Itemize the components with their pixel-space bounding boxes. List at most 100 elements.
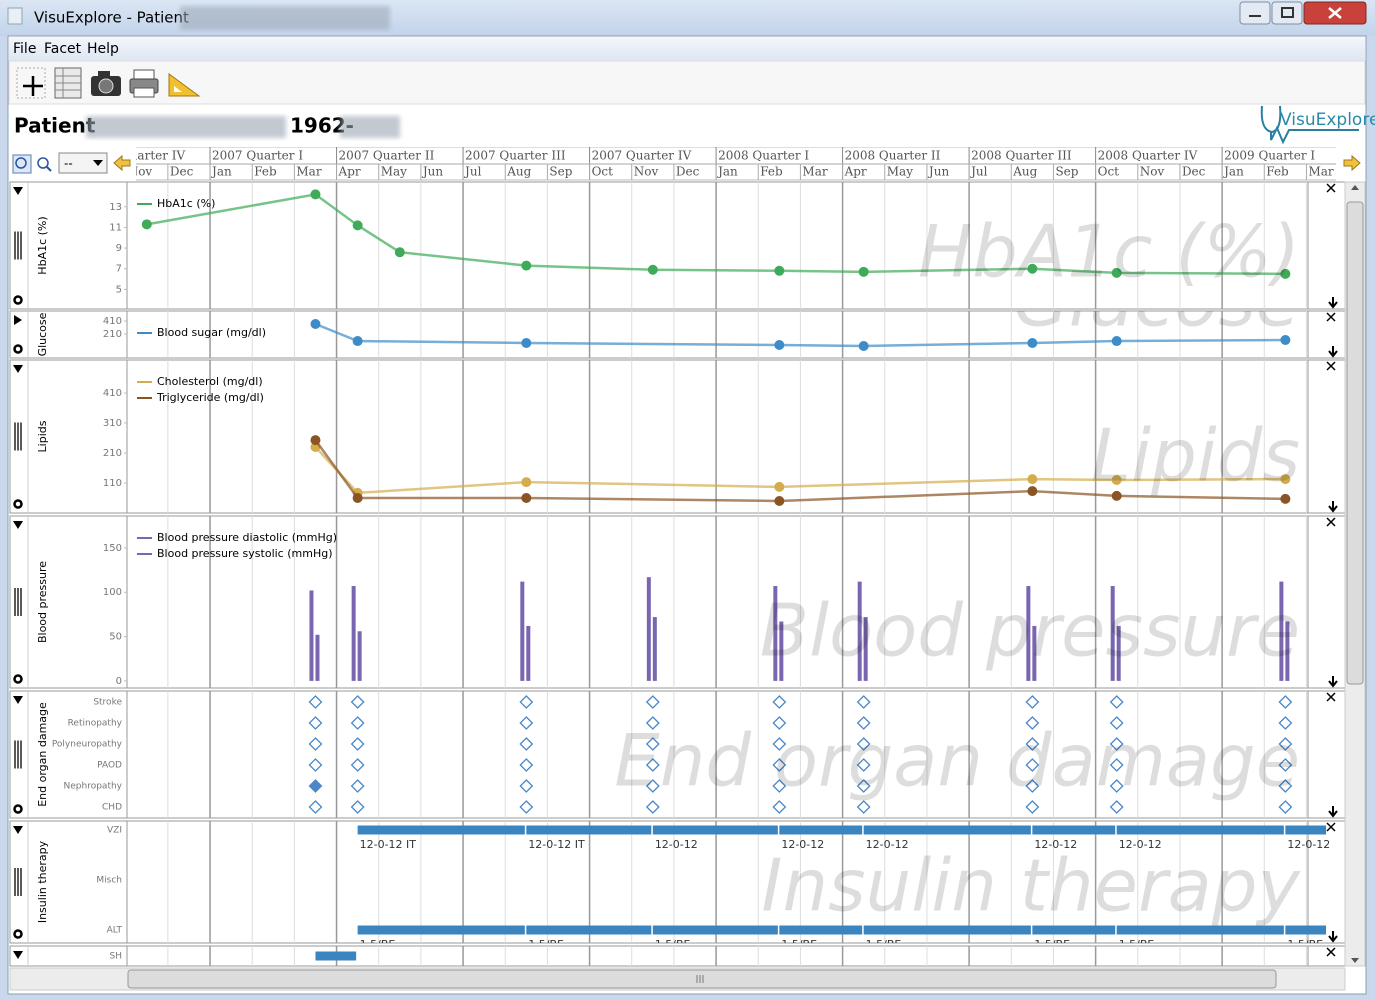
facet-title: Insulin therapy	[36, 840, 49, 923]
bar	[646, 577, 651, 681]
event-marker	[772, 800, 787, 814]
event-marker	[1278, 716, 1293, 730]
month-label: Jul	[463, 165, 482, 179]
data-point	[1027, 337, 1038, 348]
bar	[863, 617, 868, 681]
interval-label: 1,5/BE	[1034, 938, 1070, 951]
menu-file[interactable]: File	[13, 41, 36, 57]
watermark-group: End organ damage	[614, 719, 1300, 803]
facet-toggle[interactable]	[13, 365, 23, 373]
facet-watermark: HbA1c (%)	[918, 210, 1300, 294]
event-marker	[350, 695, 365, 709]
facet-title: Blood pressure	[36, 561, 49, 643]
redacted-patient-name	[86, 116, 286, 138]
event-marker	[1109, 716, 1124, 730]
data-point	[1280, 493, 1291, 504]
quarter-label: 2006 Quarter IV	[86, 149, 186, 163]
interval-label: 1,5/BE	[528, 938, 564, 951]
event-marker	[308, 779, 323, 793]
facet-settings[interactable]	[13, 344, 23, 354]
measure-button[interactable]	[168, 73, 201, 97]
interval-continues	[1314, 826, 1322, 834]
data-point	[352, 336, 363, 347]
zoom-select[interactable]	[58, 152, 108, 174]
bar	[520, 581, 525, 681]
y-tick-label: 410	[103, 388, 122, 399]
facet-toggle[interactable]	[13, 696, 23, 704]
data-point	[310, 319, 321, 330]
event-marker	[645, 737, 660, 751]
scroll-thumb[interactable]	[1346, 201, 1364, 685]
facet-bg	[9, 310, 1346, 359]
facet-settings[interactable]	[13, 499, 23, 509]
data-point	[1111, 475, 1122, 485]
event-marker	[519, 779, 534, 793]
event-marker	[1025, 758, 1040, 772]
event-marker	[350, 779, 365, 793]
maximize-button[interactable]	[1271, 1, 1303, 25]
table-button[interactable]	[54, 67, 82, 99]
facet-resize[interactable]	[1328, 931, 1338, 943]
facet-close[interactable]	[1326, 947, 1336, 957]
interval-bar	[1032, 825, 1116, 835]
facet-settings[interactable]	[13, 295, 23, 305]
facet-toggle[interactable]	[13, 826, 23, 834]
event-marker	[856, 737, 871, 751]
facet-resize[interactable]	[1328, 806, 1338, 818]
month-label: Jan	[1222, 165, 1244, 179]
zoom-out-button[interactable]	[37, 157, 49, 169]
facet-resize[interactable]	[1328, 676, 1338, 688]
add-button[interactable]	[16, 67, 46, 99]
y-tick-label: 11	[109, 222, 122, 233]
data-point	[310, 189, 321, 200]
facet-settings[interactable]	[13, 804, 23, 814]
facet-settings[interactable]	[13, 929, 23, 939]
facet-close[interactable]	[1326, 183, 1336, 193]
window-controls	[1239, 1, 1367, 25]
facet-settings[interactable]	[13, 674, 23, 684]
scroll-thumb-h[interactable]	[127, 969, 1277, 989]
category-label: CHD	[102, 803, 122, 813]
print-button[interactable]	[129, 69, 159, 98]
facet-toggle[interactable]	[14, 315, 22, 325]
quarter-label: 2008 Quarter III	[971, 149, 1072, 163]
facet-plot	[308, 695, 1293, 814]
facet-toggle[interactable]	[13, 187, 23, 195]
watermark-group: Lipids	[1091, 414, 1300, 498]
facet-close[interactable]	[1326, 361, 1336, 371]
minimize-button[interactable]	[1239, 1, 1271, 25]
camera-button[interactable]	[91, 71, 121, 96]
scroll-left-button[interactable]	[113, 154, 131, 172]
category-label: Stroke	[93, 698, 122, 708]
interval-label: 12-0-12	[1287, 838, 1330, 851]
facet-toggle[interactable]	[13, 521, 23, 529]
zoom-select-value: --	[64, 157, 73, 171]
facet-title: Lipids	[36, 420, 49, 452]
facet-resize[interactable]	[1328, 297, 1338, 309]
y-tick-label: 9	[116, 243, 122, 254]
facet-toggle[interactable]	[13, 951, 23, 959]
y-tick-label: 150	[103, 543, 122, 554]
axis-body: 2006 Quarter IV 2007 Quarter I 2007 Quarte…	[86, 147, 1336, 181]
menu-help[interactable]: Help	[87, 41, 119, 57]
data-point	[1280, 474, 1291, 485]
menu-facet[interactable]: Facet	[44, 41, 82, 57]
facet-resize[interactable]	[1328, 346, 1338, 358]
facet-resize[interactable]	[1328, 501, 1338, 513]
y-tick-label: 310	[103, 418, 122, 429]
y-tick-label: 0	[116, 676, 122, 687]
event-marker	[772, 779, 787, 793]
facet-close[interactable]	[1326, 312, 1336, 322]
scroll-right-button[interactable]	[1343, 154, 1361, 172]
facet-close[interactable]	[1326, 822, 1336, 832]
redacted-name	[180, 6, 390, 30]
facet-close[interactable]	[1326, 692, 1336, 702]
data-point	[1280, 268, 1291, 279]
event-marker	[1109, 737, 1124, 751]
facet-close[interactable]	[1326, 517, 1336, 527]
facet-watermark: Lipids	[1091, 414, 1300, 498]
data-point	[1111, 490, 1122, 501]
data-point	[521, 337, 532, 348]
legend-label: Blood pressure systolic (mmHg)	[157, 547, 333, 560]
facet-watermark: Blood pressure	[760, 589, 1300, 673]
